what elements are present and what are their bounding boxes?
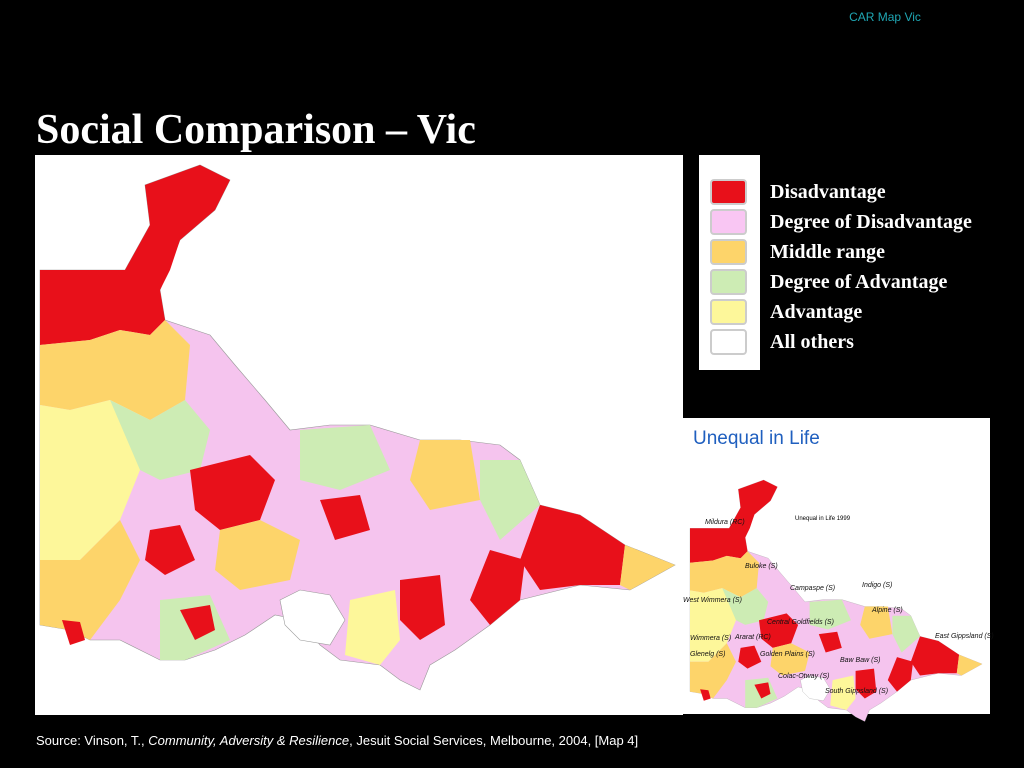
legend-swatch <box>710 269 747 295</box>
map-label: Baw Baw (S) <box>840 657 880 664</box>
legend-label: Disadvantage <box>770 181 886 203</box>
map-label: Glenelg (S) <box>690 651 725 658</box>
legend-swatch <box>710 299 747 325</box>
inset-labels: Mildura (RC) Buloke (S) West Wimmera (S) Ca… <box>683 519 994 695</box>
map-label: Campaspe (S) <box>790 585 835 592</box>
source-prefix: Source: Vinson, T., <box>36 733 148 748</box>
legend-swatch <box>710 179 747 205</box>
map-label: East Gippsland (S) <box>935 633 994 640</box>
source-book: Community, Adversity & Resilience <box>148 733 349 748</box>
legend-label: Degree of Disadvantage <box>770 211 972 233</box>
map-label: Wimmera (S) <box>690 635 731 642</box>
map-label: South Gippsland (S) <box>825 688 888 695</box>
legend-swatch <box>710 209 747 235</box>
slide-title: Social Comparison – Vic <box>36 107 476 153</box>
map-label: West Wimmera (S) <box>683 597 742 604</box>
map-label: Mildura (RC) <box>705 519 745 526</box>
map-label: Golden Plains (S) <box>760 651 815 658</box>
source: Source: Vinson, T., Community, Adversity… <box>36 733 638 748</box>
legend-label: Degree of Advantage <box>770 271 947 293</box>
inset-title: Unequal in Life <box>693 428 820 449</box>
map-label: Ararat (RC) <box>734 634 771 641</box>
legend-label: Advantage <box>770 301 862 323</box>
legend-swatch <box>710 329 747 355</box>
legend: Disadvantage Degree of Disadvantage Middle… <box>710 179 972 355</box>
inset-map-title: Unequal in Life 1999 <box>795 516 851 522</box>
map-label: Colac-Otway (S) <box>778 673 829 680</box>
legend-swatch <box>710 239 747 265</box>
legend-label: All others <box>770 331 854 353</box>
map-label: Indigo (S) <box>862 582 892 589</box>
legend-label: Middle range <box>770 241 885 263</box>
header-label: CAR Map Vic <box>849 10 921 24</box>
map-label: Alpine (S) <box>871 607 903 614</box>
map-label: Buloke (S) <box>745 563 778 570</box>
map-label: Central Goldfields (S) <box>767 619 834 626</box>
source-suffix: , Jesuit Social Services, Melbourne, 200… <box>349 733 638 748</box>
